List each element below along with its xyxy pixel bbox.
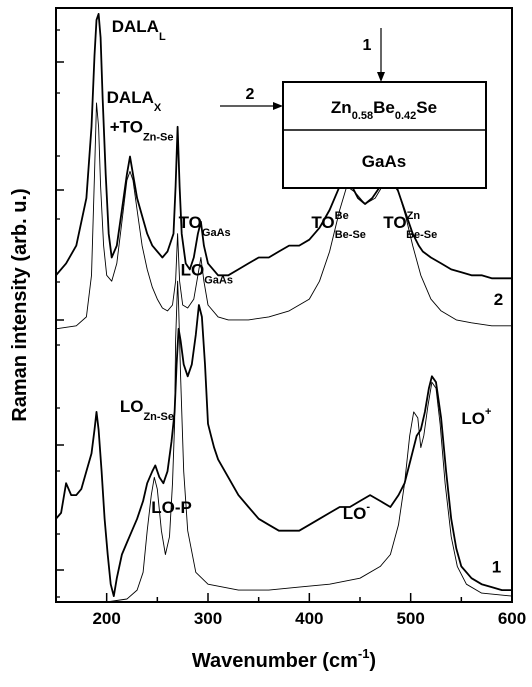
plot-frame xyxy=(55,7,513,603)
x-tick-label: 300 xyxy=(194,609,222,628)
annotation-6: TOZn Be-Se xyxy=(383,210,437,241)
arrow-1-head xyxy=(377,72,385,82)
annotation-9: LO-P xyxy=(151,498,192,517)
sample-structure-inset: Zn0.58Be0.42Se GaAs 1 2 xyxy=(220,28,487,189)
y-axis-title: Raman intensity (arb. u.) xyxy=(9,188,31,421)
annotation-2: +TOZn-Se xyxy=(110,118,174,144)
peak-annotations: DALAL DALAX +TOZn-Se TOGaAs LOGaAs TOBe Be-Se T… xyxy=(107,17,504,577)
series-1-fit-line xyxy=(56,280,512,602)
annotation-1: DALAX xyxy=(107,88,162,114)
x-tick-label: 500 xyxy=(396,609,424,628)
annotation-11: LO+ xyxy=(461,406,491,428)
annotation-4: LOGaAs xyxy=(181,260,233,286)
annotation-5: TOBe Be-Se xyxy=(311,210,366,241)
inset-layer-top: Zn0.58Be0.42Se xyxy=(331,98,437,122)
annotation-7: 2 xyxy=(494,290,503,309)
x-axis-title: Wavenumber (cm-1) xyxy=(192,646,376,672)
series-2-line xyxy=(56,13,512,280)
annotation-0: DALAL xyxy=(112,17,166,43)
annotation-8: LOZn-Se xyxy=(120,397,174,423)
series-1-line xyxy=(56,304,512,597)
arrow-1-label: 1 xyxy=(363,37,372,54)
x-tick-label: 200 xyxy=(92,609,120,628)
x-axis: 200 300 400 500 600 xyxy=(55,593,526,628)
annotation-3: TOGaAs xyxy=(179,213,231,239)
arrow-2-head xyxy=(273,102,283,110)
y-axis xyxy=(56,29,64,598)
inset-layer-bottom: GaAs xyxy=(362,152,406,171)
annotation-10: LO- xyxy=(343,501,371,523)
annotation-12: 1 xyxy=(492,557,501,576)
x-tick-label: 600 xyxy=(498,609,526,628)
inset-box xyxy=(282,81,487,189)
x-tick-label: 400 xyxy=(295,609,323,628)
arrow-2-label: 2 xyxy=(246,86,255,103)
